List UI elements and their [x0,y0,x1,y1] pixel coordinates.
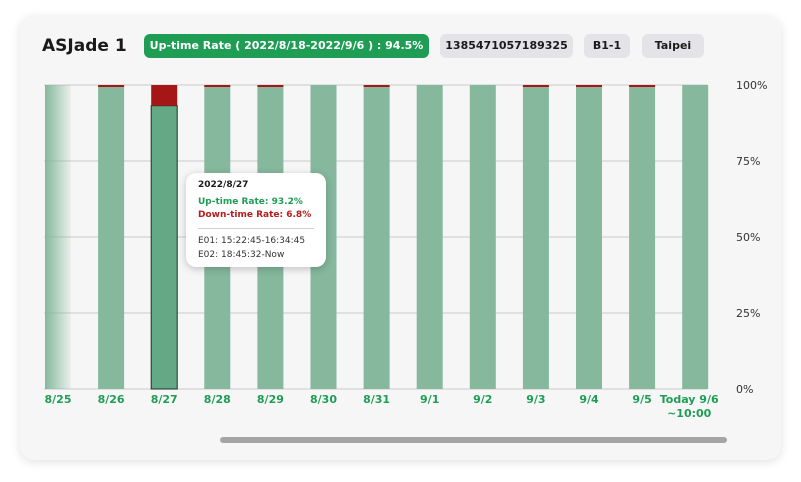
x-tick-label: 8/28 [204,393,231,406]
uptime-bar[interactable] [576,86,602,390]
x-tick-label: 9/2 [473,393,492,406]
downtime-bar[interactable] [204,85,231,87]
x-tick-label: 8/30 [310,393,337,406]
uptime-bar[interactable] [98,86,125,390]
tooltip-date: 2022/8/27 [198,180,249,190]
y-tick-label: 75% [736,155,760,168]
downtime-bar[interactable] [522,85,549,87]
uptime-bar[interactable] [363,86,390,390]
uptime-bar[interactable] [522,86,549,390]
uptime-bar[interactable] [629,86,656,390]
x-tick-label: 8/29 [257,393,284,406]
y-axis-ticks: 0% 25% 50% 75% 100% [736,79,767,396]
downtime-bar[interactable] [629,85,656,87]
x-tick-label: 9/4 [579,393,599,406]
y-tick-label: 25% [736,307,760,320]
downtime-bar[interactable] [98,85,125,87]
bar-series [45,85,709,390]
downtime-bar[interactable] [151,85,178,106]
x-tick-label: 8/27 [151,393,178,406]
x-tick-label: 9/1 [420,393,439,406]
y-tick-label: 0% [736,383,753,396]
machine-title: ASJade 1 [42,36,127,56]
uptime-bar[interactable] [150,105,178,390]
device-id-badge: 1385471057189325 [440,34,573,58]
tooltip-divider [198,228,314,229]
tooltip-event: E02: 18:45:32-Now [198,250,285,260]
x-tick-label: 9/3 [526,393,545,406]
tooltip-uptime: Up-time Rate: 93.2% [198,197,303,207]
downtime-bar[interactable] [257,85,284,87]
x-tick-label: 8/25 [45,393,72,406]
uptime-bar[interactable] [682,85,709,389]
uptime-summary-badge: Up-time Rate ( 2022/8/18-2022/9/6 ) : 94… [144,34,429,58]
x-axis-ticks: 8/25 8/26 8/27 8/28 8/29 8/30 8/31 9/1 9/2 9/3 9/4… [45,393,719,420]
y-tick-label: 100% [736,79,767,92]
zone-badge: B1-1 [584,34,630,58]
x-tick-label: Today 9/6 ~10:00 [660,393,719,420]
downtime-bar[interactable] [363,85,390,87]
y-tick-label: 50% [736,231,760,244]
bar-tooltip: 2022/8/27 Up-time Rate: 93.2% Down-time … [186,173,326,267]
x-tick-label: 9/5 [632,393,651,406]
uptime-bar[interactable] [45,85,71,389]
horizontal-scrollbar[interactable] [220,437,727,443]
tooltip-event: E01: 15:22:45-16:34:45 [198,236,306,246]
x-tick-label: 8/31 [363,393,390,406]
downtime-bar[interactable] [576,85,602,87]
x-tick-label: 8/26 [98,393,125,406]
uptime-bar[interactable] [469,85,496,389]
tooltip-downtime: Down-time Rate: 6.8% [198,210,312,220]
uptime-bar[interactable] [416,85,443,389]
city-badge: Taipei [642,34,704,58]
